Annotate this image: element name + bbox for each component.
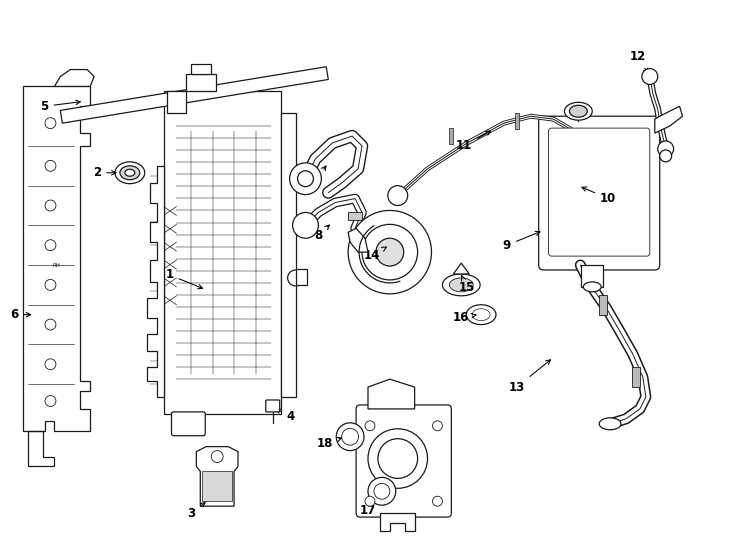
- Polygon shape: [147, 166, 164, 397]
- Text: 10: 10: [582, 187, 617, 205]
- Text: RH: RH: [52, 262, 60, 267]
- Circle shape: [660, 150, 672, 162]
- FancyBboxPatch shape: [356, 405, 451, 517]
- Polygon shape: [454, 263, 469, 274]
- Text: 2: 2: [93, 166, 116, 179]
- FancyBboxPatch shape: [172, 412, 206, 436]
- Bar: [186, 73, 217, 91]
- Polygon shape: [380, 513, 415, 531]
- Polygon shape: [23, 86, 90, 467]
- Ellipse shape: [125, 169, 135, 176]
- Text: 18: 18: [317, 437, 341, 450]
- Circle shape: [348, 211, 432, 294]
- Ellipse shape: [342, 428, 359, 445]
- Circle shape: [388, 186, 407, 206]
- Circle shape: [211, 450, 223, 462]
- Circle shape: [432, 421, 443, 431]
- Bar: [599, 295, 607, 315]
- Ellipse shape: [466, 305, 496, 325]
- Polygon shape: [196, 447, 238, 506]
- Bar: [515, 113, 519, 129]
- Ellipse shape: [120, 166, 139, 180]
- Text: 16: 16: [453, 311, 476, 324]
- FancyBboxPatch shape: [266, 400, 280, 412]
- Circle shape: [288, 270, 303, 286]
- Circle shape: [658, 141, 674, 157]
- Ellipse shape: [336, 423, 364, 450]
- Circle shape: [368, 477, 396, 505]
- Text: 6: 6: [10, 308, 31, 321]
- Bar: [348, 212, 362, 220]
- Circle shape: [45, 395, 56, 407]
- Text: 8: 8: [314, 225, 330, 242]
- Polygon shape: [60, 67, 328, 123]
- Polygon shape: [655, 106, 683, 133]
- Circle shape: [365, 421, 375, 431]
- Ellipse shape: [599, 418, 621, 430]
- Circle shape: [297, 171, 313, 187]
- Ellipse shape: [115, 162, 145, 184]
- Circle shape: [45, 160, 56, 171]
- Circle shape: [642, 69, 658, 84]
- Circle shape: [362, 224, 418, 280]
- Circle shape: [45, 118, 56, 129]
- FancyBboxPatch shape: [548, 128, 650, 256]
- Text: 13: 13: [509, 360, 550, 394]
- Circle shape: [378, 438, 418, 478]
- Polygon shape: [54, 70, 94, 86]
- Text: 14: 14: [364, 247, 386, 261]
- Circle shape: [293, 212, 319, 238]
- Circle shape: [45, 200, 56, 211]
- Text: 9: 9: [503, 232, 540, 252]
- Text: 5: 5: [40, 100, 80, 113]
- Circle shape: [45, 319, 56, 330]
- Ellipse shape: [472, 309, 490, 321]
- Text: 7: 7: [311, 166, 326, 187]
- Circle shape: [376, 238, 404, 266]
- Ellipse shape: [584, 282, 601, 292]
- Bar: [192, 64, 211, 73]
- FancyBboxPatch shape: [539, 116, 660, 270]
- Text: 17: 17: [360, 498, 377, 517]
- Circle shape: [374, 483, 390, 499]
- Ellipse shape: [570, 105, 587, 117]
- Circle shape: [432, 496, 443, 506]
- Text: 12: 12: [630, 50, 648, 73]
- Bar: [167, 91, 186, 113]
- Circle shape: [45, 279, 56, 291]
- Polygon shape: [280, 113, 296, 397]
- Ellipse shape: [564, 102, 592, 120]
- Bar: [581, 265, 603, 287]
- Bar: [632, 367, 640, 387]
- Text: 11: 11: [456, 131, 490, 152]
- Bar: [296, 269, 308, 285]
- Circle shape: [365, 496, 375, 506]
- Circle shape: [290, 163, 321, 194]
- Text: 15: 15: [459, 276, 476, 294]
- Circle shape: [368, 429, 427, 488]
- Ellipse shape: [449, 278, 473, 292]
- Bar: [449, 128, 454, 144]
- Bar: [164, 91, 280, 414]
- Text: 1: 1: [165, 268, 203, 289]
- Text: 4: 4: [276, 409, 295, 423]
- Polygon shape: [368, 379, 415, 409]
- Polygon shape: [203, 471, 232, 501]
- Ellipse shape: [443, 274, 480, 296]
- Polygon shape: [348, 228, 368, 252]
- Text: 3: 3: [187, 503, 205, 519]
- Circle shape: [45, 359, 56, 370]
- Circle shape: [45, 240, 56, 251]
